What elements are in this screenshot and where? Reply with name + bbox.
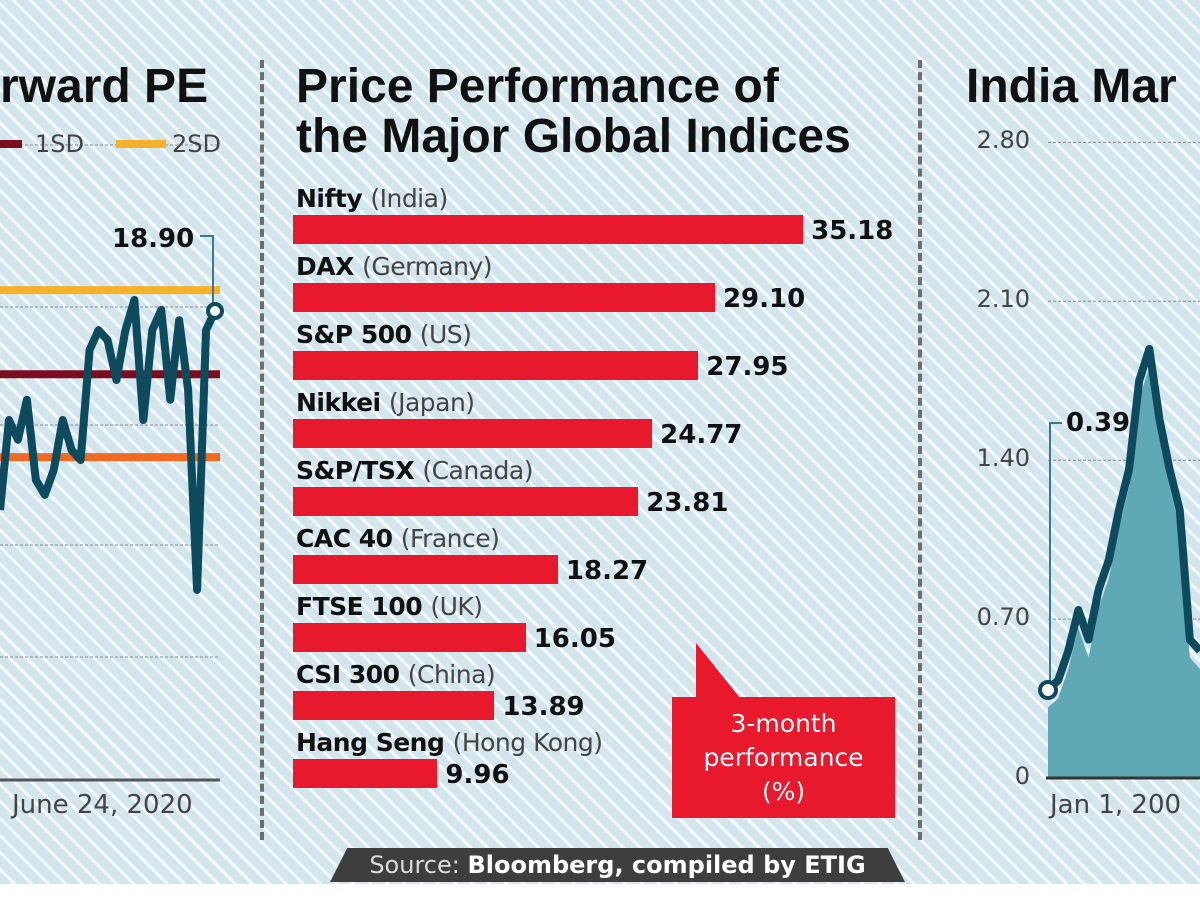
index-country: (France) [400,524,500,553]
index-country: (UK) [430,592,483,621]
source-prefix: Source: [369,851,468,879]
index-country: (India) [370,184,448,213]
source-footer: Source: Bloomberg, compiled by ETIG [330,848,905,882]
bar [293,215,804,244]
y-tick-label: 2.10 [976,285,1030,314]
y-tick-label: 0 [1014,762,1030,790]
bar [293,623,526,652]
bar-value-label: 27.95 [706,352,789,382]
left-chart-title: rward PE [0,60,209,113]
bar-category-label: FTSE 100 (UK) [296,592,483,621]
annotation-leader [1049,422,1062,690]
annotation-leader [200,235,214,311]
bar-value-label: 18.27 [565,556,649,586]
left-x-label: June 24, 2020 [12,790,193,820]
bar-category-label: S&P/TSX (Canada) [296,456,533,485]
bar-value-label: 16.05 [533,624,616,654]
index-country: (Canada) [422,456,533,485]
index-country: (Hong Kong) [452,728,603,757]
bar [293,351,699,380]
bar-category-label: Hang Seng (Hong Kong) [296,728,603,757]
bar [293,759,438,788]
y-tick-label: 0.70 [976,603,1030,632]
source-text: Bloomberg, compiled by ETIG [467,851,866,879]
index-name: CAC 40 [296,524,393,553]
bar-category-label: CAC 40 (France) [296,524,500,553]
callout-box: 3-month performance (%) [672,697,895,818]
legend-1sd-label: 1SD [35,130,84,158]
bar-category-label: S&P 500 (US) [296,320,472,349]
index-name: CSI 300 [296,660,400,689]
bar-value-label: 24.77 [660,420,743,450]
bar [293,419,653,448]
bar-category-label: Nifty (India) [296,184,448,213]
series-line [1045,344,1200,693]
y-tick-label: 1.40 [976,444,1030,473]
index-name: Nifty [296,184,363,213]
callout-line: 3-month [730,708,837,738]
legend-1sd-swatch [0,140,22,148]
center-chart-title: Price Performance of the Major Global In… [296,60,851,163]
end-point-marker [206,302,224,320]
legend-2sd-swatch [116,140,166,148]
index-name: S&P 500 [296,320,412,349]
start-point-marker [1038,680,1058,700]
legend-2sd-label: 2SD [172,130,221,158]
index-name: Nikkei [296,388,381,417]
right-annotation: 0.39 [1066,408,1131,438]
bar [293,283,715,312]
bar [293,691,495,720]
panel-divider [918,60,922,840]
area-fill [1048,366,1200,778]
index-name: Hang Seng [296,728,445,757]
index-country: (Japan) [388,388,475,417]
callout-line: (%) [761,776,806,806]
index-name: DAX [296,252,354,281]
bar-category-label: Nikkei (Japan) [296,388,475,417]
index-country: (Germany) [362,252,493,281]
bar-value-label: 29.10 [722,284,806,314]
bar-value-label: 35.18 [811,216,894,246]
bar-value-label: 9.96 [445,760,510,790]
right-chart-title: India Mar [966,60,1177,113]
bar [293,555,558,584]
left-annotation: 18.90 [112,224,195,254]
pe-series-line [0,295,219,594]
bar [293,487,639,516]
callout-pointer [696,643,744,703]
index-name: S&P/TSX [296,456,415,485]
bar-value-label: 23.81 [646,488,729,518]
index-country: (US) [419,320,472,349]
index-name: FTSE 100 [296,592,423,621]
bar-value-label: 13.89 [502,692,585,722]
bar-category-label: DAX (Germany) [296,252,493,281]
y-tick-label: 2.80 [976,126,1030,155]
panel-divider [260,60,264,840]
index-country: (China) [407,660,496,689]
bar-category-label: CSI 300 (China) [296,660,496,689]
right-x-label: Jan 1, 200 [1050,790,1182,820]
callout-line: performance [703,742,864,772]
